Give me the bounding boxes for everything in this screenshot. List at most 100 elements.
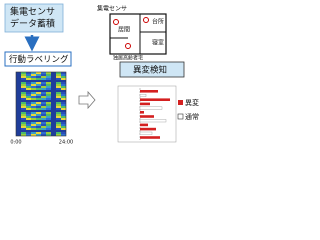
heat-cell (16, 74, 21, 76)
heat-cell (51, 116, 56, 118)
heat-cell (56, 82, 61, 84)
heat-cell (36, 134, 41, 136)
heat-cell (36, 88, 41, 90)
heat-cell (61, 72, 66, 74)
heat-cell (41, 118, 46, 120)
heat-cell (31, 126, 36, 128)
heat-cell (56, 124, 61, 126)
heat-cell (51, 74, 56, 76)
heat-cell (51, 118, 56, 120)
bar (139, 119, 167, 123)
heat-cell (56, 134, 61, 136)
heat-cell (41, 116, 46, 118)
heat-cell (56, 128, 61, 130)
heat-cell (41, 112, 46, 114)
heat-cell (41, 130, 46, 132)
heat-cell (46, 128, 51, 130)
heat-cell (16, 88, 21, 90)
heat-cell (31, 76, 36, 78)
heat-cell (51, 100, 56, 102)
heat-cell (16, 104, 21, 106)
heat-cell (16, 130, 21, 132)
heat-cell (26, 118, 31, 120)
heat-cell (21, 122, 26, 124)
heat-cell (21, 128, 26, 130)
heat-cell (16, 118, 21, 120)
heat-cell (16, 132, 21, 134)
heat-cell (61, 74, 66, 76)
heat-cell (21, 106, 26, 108)
heat-cell (26, 78, 31, 80)
heat-cell (26, 126, 31, 128)
heat-cell (26, 96, 31, 98)
heat-cell (61, 104, 66, 106)
heat-cell (36, 114, 41, 116)
heat-cell (36, 126, 41, 128)
heat-cell (46, 76, 51, 78)
heat-cell (16, 86, 21, 88)
heat-cell (36, 110, 41, 112)
heat-cell (51, 82, 56, 84)
heat-cell (56, 114, 61, 116)
heat-cell (61, 78, 66, 80)
legend-label: 異変 (185, 98, 199, 107)
heat-cell (36, 112, 41, 114)
heat-cell (16, 78, 21, 80)
heat-cell (21, 78, 26, 80)
heat-cell (31, 74, 36, 76)
heat-cell (56, 96, 61, 98)
heat-cell (46, 82, 51, 84)
heat-cell (31, 72, 36, 74)
heat-cell (46, 124, 51, 126)
heat-cell (51, 104, 56, 106)
heat-cell (21, 116, 26, 118)
heat-cell (51, 90, 56, 92)
heat-cell (61, 86, 66, 88)
heat-cell (36, 76, 41, 78)
heat-cell (31, 90, 36, 92)
heat-cell (51, 112, 56, 114)
heat-cell (56, 126, 61, 128)
bar (140, 127, 156, 131)
heat-cell (26, 124, 31, 126)
heat-cell (16, 102, 21, 104)
heat-cell (41, 92, 46, 94)
heat-cell (36, 130, 41, 132)
heat-cell (16, 96, 21, 98)
step-label: 集電センサ (10, 6, 55, 18)
heat-cell (36, 120, 41, 122)
legend-swatch (178, 100, 183, 105)
heat-cell (56, 102, 61, 104)
heat-cell (56, 120, 61, 122)
heat-cell (21, 134, 26, 136)
heat-cell (31, 80, 36, 82)
heat-cell (41, 72, 46, 74)
bar (140, 102, 150, 106)
heat-cell (31, 100, 36, 102)
heat-cell (46, 90, 51, 92)
heat-cell (56, 90, 61, 92)
arrow (78, 90, 96, 110)
heat-cell (21, 102, 26, 104)
heat-cell (16, 98, 21, 100)
heat-cell (46, 72, 51, 74)
heat-cell (46, 78, 51, 80)
heat-cell (26, 104, 31, 106)
heat-cell (31, 134, 36, 136)
heat-cell (61, 132, 66, 134)
heat-cell (36, 92, 41, 94)
heat-cell (21, 76, 26, 78)
heat-cell (16, 94, 21, 96)
heat-cell (61, 98, 66, 100)
heat-cell (56, 106, 61, 108)
heat-cell (31, 94, 36, 96)
heat-cell (31, 124, 36, 126)
heat-cell (46, 74, 51, 76)
heat-cell (21, 80, 26, 82)
bar (139, 131, 153, 135)
heat-cell (61, 84, 66, 86)
heat-cell (26, 100, 31, 102)
heat-cell (61, 100, 66, 102)
heat-cell (26, 130, 31, 132)
heat-cell (51, 96, 56, 98)
